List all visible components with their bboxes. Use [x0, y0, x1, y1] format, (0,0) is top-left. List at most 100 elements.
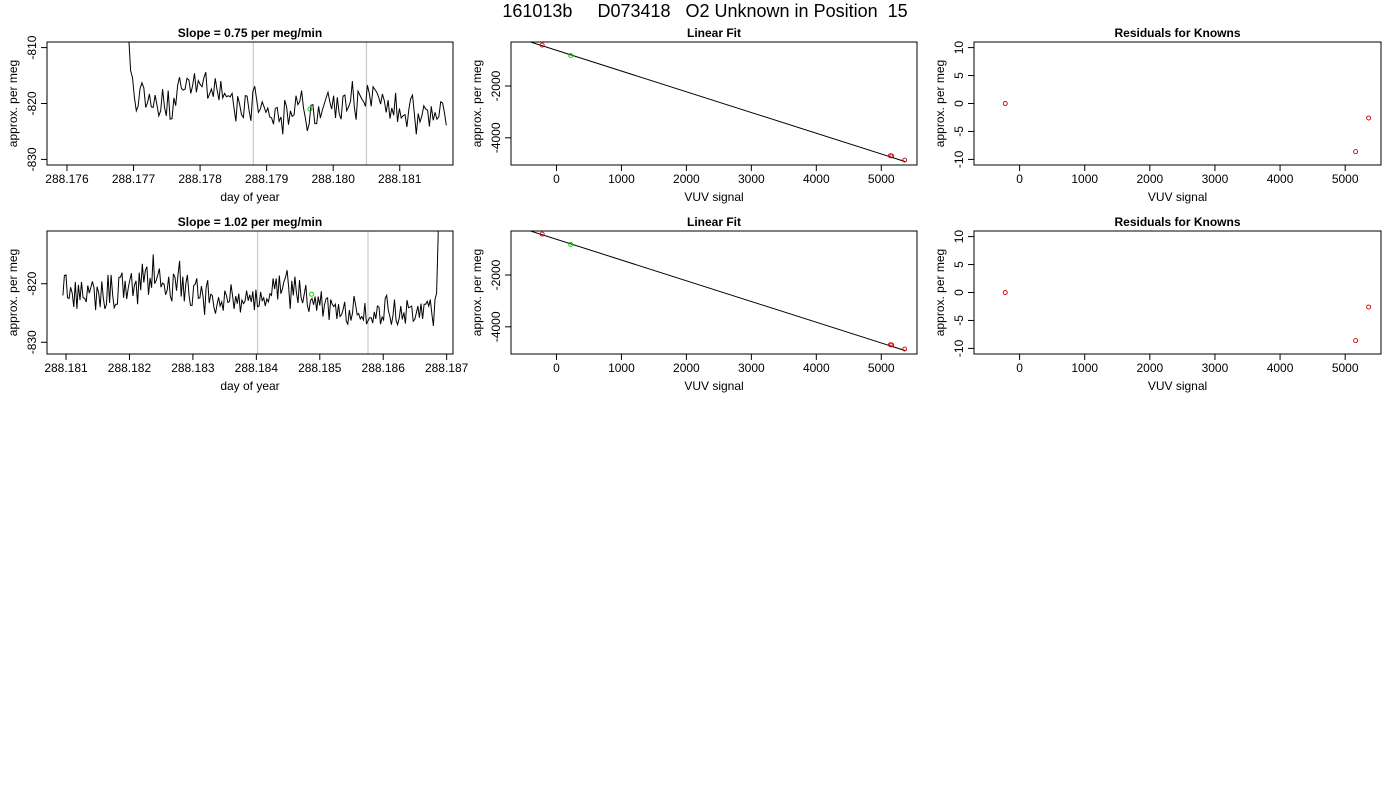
plot-frame [46, 41, 454, 166]
plot-frame [973, 230, 1382, 355]
plot-area [528, 42, 908, 163]
page-title: 161013b D073418 O2 Unknown in Position 1… [502, 1, 908, 21]
panel-title: Residuals for Knowns [1114, 26, 1240, 40]
panel-title: Linear Fit [687, 26, 741, 40]
y-tick-label: 5 [952, 261, 966, 268]
plot-area [128, 42, 447, 165]
plot-frame [973, 41, 1382, 166]
x-tick-label: 288.180 [312, 172, 356, 186]
known-point [1353, 149, 1359, 155]
x-tick-label: 1000 [1071, 361, 1098, 375]
unknown-point [307, 106, 313, 112]
known-point [1353, 338, 1359, 344]
known-point [889, 342, 895, 348]
x-tick-label: 1000 [1071, 172, 1098, 186]
plot-area [1002, 101, 1372, 155]
x-tick-label: 288.177 [112, 172, 156, 186]
y-axis-label: approx. per meg [6, 60, 20, 147]
x-axis-label: VUV signal [1148, 379, 1207, 393]
x-tick-label: 4000 [803, 172, 830, 186]
plot-frame [510, 41, 918, 166]
known-point [1366, 115, 1372, 121]
y-axis-label: approx. per meg [933, 60, 947, 147]
plot-area [62, 231, 439, 354]
plot-area [528, 231, 908, 352]
known-point [1002, 290, 1008, 295]
x-tick-label: 288.181 [378, 172, 422, 186]
y-tick-label: -5 [952, 126, 966, 137]
known-point [902, 157, 908, 163]
x-axis-label: day of year [220, 190, 279, 204]
data-trace-line [128, 42, 447, 135]
known-point [902, 346, 908, 352]
y-tick-label: -2000 [489, 70, 503, 101]
x-tick-label: 5000 [1332, 361, 1359, 375]
x-tick-label: 5000 [1332, 172, 1359, 186]
x-tick-label: 2000 [673, 172, 700, 186]
x-tick-label: 2000 [673, 361, 700, 375]
known-point [1366, 304, 1372, 310]
x-tick-label: 3000 [1202, 361, 1229, 375]
fit-line [528, 231, 906, 352]
panel-fit2: Linear Fit VUV signal approx. per meg 0 1000… [470, 215, 918, 393]
y-tick-label: 0 [952, 100, 966, 107]
y-tick-label: -4000 [489, 122, 503, 153]
x-tick-label: 1000 [608, 361, 635, 375]
panel-title: Slope = 1.02 per meg/min [178, 215, 322, 229]
panel-trace1: Slope = 0.75 per meg/min day of year appro… [6, 26, 454, 204]
x-tick-label: 3000 [738, 172, 765, 186]
panel-trace2: Slope = 1.02 per meg/min day of year appro… [6, 215, 469, 393]
x-tick-label: 288.182 [108, 361, 152, 375]
panel-resid1: Residuals for Knowns VUV signal approx. pe… [933, 26, 1382, 204]
plot-area [1002, 290, 1372, 344]
plot-frame [510, 230, 918, 355]
y-axis-label: approx. per meg [933, 249, 947, 336]
x-tick-label: 3000 [738, 361, 765, 375]
x-tick-label: 3000 [1202, 172, 1229, 186]
y-tick-label: 5 [952, 72, 966, 79]
y-tick-label: 0 [952, 289, 966, 296]
y-tick-label: -810 [25, 35, 39, 59]
plot-frame [46, 230, 454, 355]
known-point [539, 231, 545, 237]
x-tick-label: 2000 [1136, 361, 1163, 375]
x-tick-label: 0 [553, 172, 560, 186]
x-tick-label: 4000 [1267, 361, 1294, 375]
y-tick-label: -830 [25, 147, 39, 171]
data-trace-line [62, 231, 439, 327]
x-tick-label: 1000 [608, 172, 635, 186]
x-tick-label: 288.181 [44, 361, 88, 375]
y-tick-label: -820 [25, 271, 39, 295]
x-tick-label: 288.183 [171, 361, 215, 375]
y-tick-label: -10 [952, 339, 966, 357]
x-tick-label: 0 [1016, 361, 1023, 375]
x-tick-label: 5000 [868, 361, 895, 375]
panel-title: Slope = 0.75 per meg/min [178, 26, 322, 40]
fit-line [528, 42, 906, 163]
x-tick-label: 288.187 [425, 361, 469, 375]
panel-title: Linear Fit [687, 215, 741, 229]
y-tick-label: 10 [952, 230, 966, 244]
x-tick-label: 288.179 [245, 172, 289, 186]
x-tick-label: 2000 [1136, 172, 1163, 186]
known-point [539, 42, 545, 48]
y-tick-label: 10 [952, 41, 966, 55]
y-axis-label: approx. per meg [470, 249, 484, 336]
y-tick-label: -10 [952, 150, 966, 168]
y-tick-label: -820 [25, 91, 39, 115]
x-tick-label: 4000 [1267, 172, 1294, 186]
x-tick-label: 288.184 [235, 361, 279, 375]
panel-fit1: Linear Fit VUV signal approx. per meg 0 1000… [470, 26, 918, 204]
x-axis-label: VUV signal [1148, 190, 1207, 204]
y-tick-label: -5 [952, 315, 966, 326]
unknown-point [568, 53, 574, 58]
known-point [1002, 101, 1008, 106]
x-tick-label: 288.185 [298, 361, 342, 375]
x-tick-label: 4000 [803, 361, 830, 375]
x-axis-label: VUV signal [684, 190, 743, 204]
y-tick-label: -830 [25, 330, 39, 354]
y-tick-label: -4000 [489, 311, 503, 342]
x-tick-label: 288.186 [362, 361, 406, 375]
x-tick-label: 0 [1016, 172, 1023, 186]
